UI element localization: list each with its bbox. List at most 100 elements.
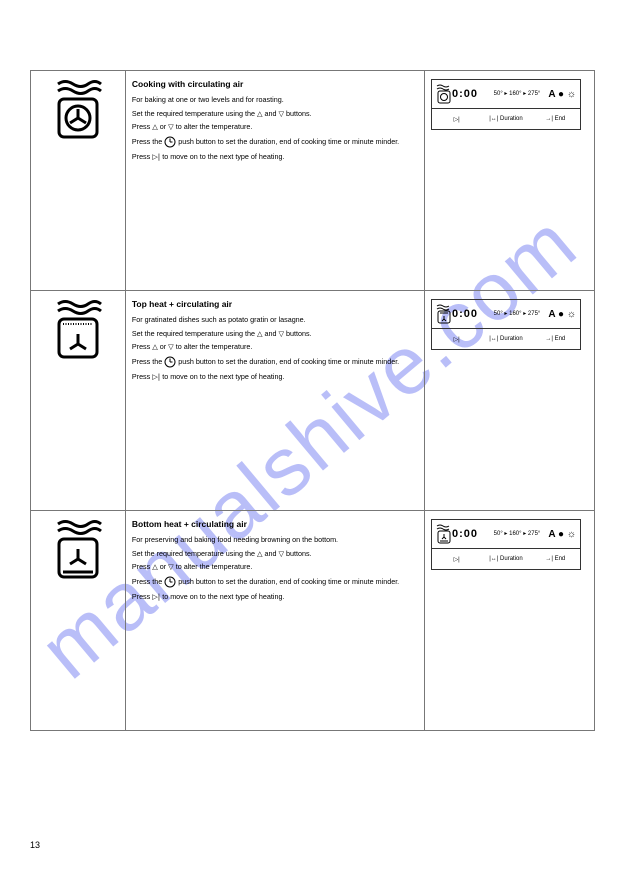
mode-desc: For gratinated dishes such as potato gra…	[132, 315, 418, 325]
up-icon: △	[152, 342, 158, 351]
mode-instr: Press △ or ▽ to alter the temperature.	[132, 562, 418, 572]
down-icon: ▽	[168, 122, 174, 131]
text: and	[264, 329, 278, 338]
display-cell: 0:00 50° ▸ 160° ▸ 275° A ● ☼ ▷| |↔| Dura…	[425, 71, 595, 291]
end-label: →| End	[531, 336, 580, 342]
text: or	[160, 562, 168, 571]
mode-instr: Press △ or ▽ to alter the temperature.	[132, 342, 418, 352]
text: Press	[132, 152, 152, 161]
panel-temps: 50° ▸ 160° ▸ 275°	[488, 91, 546, 97]
advance-icon: ▷|	[152, 372, 160, 381]
panel-temps: 50° ▸ 160° ▸ 275°	[488, 311, 546, 317]
mode-title: Top heat + circulating air	[132, 299, 418, 309]
up-icon: △	[257, 329, 263, 338]
mode-desc: For baking at one or two levels and for …	[132, 95, 418, 105]
text: to move on to the next type of heating.	[162, 592, 284, 601]
advance-icon: ▷|	[152, 152, 160, 161]
convection-bottom-icon	[53, 519, 103, 579]
mode-instr: Press ▷| to move on to the next type of …	[132, 152, 418, 162]
text: Set the required temperature using the	[132, 549, 257, 558]
table-row: Bottom heat + circulating air For preser…	[31, 511, 595, 731]
down-icon: ▽	[278, 329, 284, 338]
text: Set the required temperature using the	[132, 109, 257, 118]
duration-label: |↔| Duration	[481, 116, 530, 122]
convection-bottom-icon	[436, 524, 452, 544]
display-cell: 0:00 50° ▸ 160° ▸ 275° A ● ☼ ▷| |↔| Dura…	[425, 511, 595, 731]
mode-icon-cell	[31, 71, 126, 291]
clock-icon	[164, 136, 176, 148]
mode-text-cell: Cooking with circulating air For baking …	[125, 71, 424, 291]
display-panel: 0:00 50° ▸ 160° ▸ 275° A ● ☼ ▷| |↔| Dura…	[431, 519, 581, 570]
mode-instr: Press the push button to set the duratio…	[132, 356, 418, 368]
duration-label: |↔| Duration	[481, 556, 530, 562]
down-icon: ▽	[278, 109, 284, 118]
page-content: Cooking with circulating air For baking …	[30, 70, 595, 731]
text: or	[160, 342, 168, 351]
text: Press	[132, 122, 152, 131]
panel-mode: A ● ☼	[546, 309, 576, 320]
mode-icon-cell	[31, 291, 126, 511]
mode-title: Bottom heat + circulating air	[132, 519, 418, 529]
cooling-circ-icon	[53, 79, 103, 139]
advance-icon: ▷|	[432, 556, 481, 563]
text: Press	[132, 342, 152, 351]
advance-icon: ▷|	[432, 116, 481, 123]
text: push button to set the duration, end of …	[178, 357, 399, 366]
mode-instr: Set the required temperature using the △…	[132, 329, 418, 339]
up-icon: △	[152, 562, 158, 571]
text: Press	[132, 592, 152, 601]
down-icon: ▽	[278, 549, 284, 558]
text: Press	[132, 372, 152, 381]
panel-bottom: ▷| |↔| Duration →| End	[432, 548, 580, 569]
panel-temps: 50° ▸ 160° ▸ 275°	[488, 531, 546, 537]
mode-instr: Press ▷| to move on to the next type of …	[132, 372, 418, 382]
mode-text-cell: Top heat + circulating air For gratinate…	[125, 291, 424, 511]
end-label: →| End	[531, 116, 580, 122]
text: and	[264, 549, 278, 558]
mode-instr: Set the required temperature using the △…	[132, 109, 418, 119]
panel-bottom: ▷| |↔| Duration →| End	[432, 328, 580, 349]
convection-top-icon	[436, 304, 452, 324]
display-cell: 0:00 50° ▸ 160° ▸ 275° A ● ☼ ▷| |↔| Dura…	[425, 291, 595, 511]
text: Press	[132, 562, 152, 571]
text: or	[160, 122, 168, 131]
text: to alter the temperature.	[176, 342, 253, 351]
up-icon: △	[257, 549, 263, 558]
text: Press the	[132, 357, 164, 366]
text: to alter the temperature.	[176, 562, 253, 571]
convection-top-icon	[53, 299, 103, 359]
mode-desc: For preserving and baking food needing b…	[132, 535, 418, 545]
text: buttons.	[286, 109, 312, 118]
text: Press the	[132, 137, 164, 146]
text: buttons.	[286, 549, 312, 558]
panel-mode: A ● ☼	[546, 89, 576, 100]
mode-instr: Press the push button to set the duratio…	[132, 576, 418, 588]
mode-icon-cell	[31, 511, 126, 731]
display-panel: 0:00 50° ▸ 160° ▸ 275° A ● ☼ ▷| |↔| Dura…	[431, 79, 581, 130]
mode-title: Cooking with circulating air	[132, 79, 418, 89]
text: buttons.	[286, 329, 312, 338]
text: Set the required temperature using the	[132, 329, 257, 338]
advance-icon: ▷|	[152, 592, 160, 601]
text: to alter the temperature.	[176, 122, 253, 131]
cooling-circ-icon	[436, 84, 452, 104]
mode-instr: Press the push button to set the duratio…	[132, 136, 418, 148]
mode-text-cell: Bottom heat + circulating air For preser…	[125, 511, 424, 731]
up-icon: △	[152, 122, 158, 131]
modes-table: Cooking with circulating air For baking …	[30, 70, 595, 731]
clock-icon	[164, 356, 176, 368]
text: and	[264, 109, 278, 118]
display-panel: 0:00 50° ▸ 160° ▸ 275° A ● ☼ ▷| |↔| Dura…	[431, 299, 581, 350]
panel-time: 0:00	[452, 88, 488, 100]
panel-time: 0:00	[452, 528, 488, 540]
up-icon: △	[257, 109, 263, 118]
down-icon: ▽	[168, 342, 174, 351]
panel-bottom: ▷| |↔| Duration →| End	[432, 108, 580, 129]
panel-time: 0:00	[452, 308, 488, 320]
text: to move on to the next type of heating.	[162, 372, 284, 381]
table-row: Cooking with circulating air For baking …	[31, 71, 595, 291]
duration-label: |↔| Duration	[481, 336, 530, 342]
end-label: →| End	[531, 556, 580, 562]
table-row: Top heat + circulating air For gratinate…	[31, 291, 595, 511]
text: push button to set the duration, end of …	[178, 137, 399, 146]
